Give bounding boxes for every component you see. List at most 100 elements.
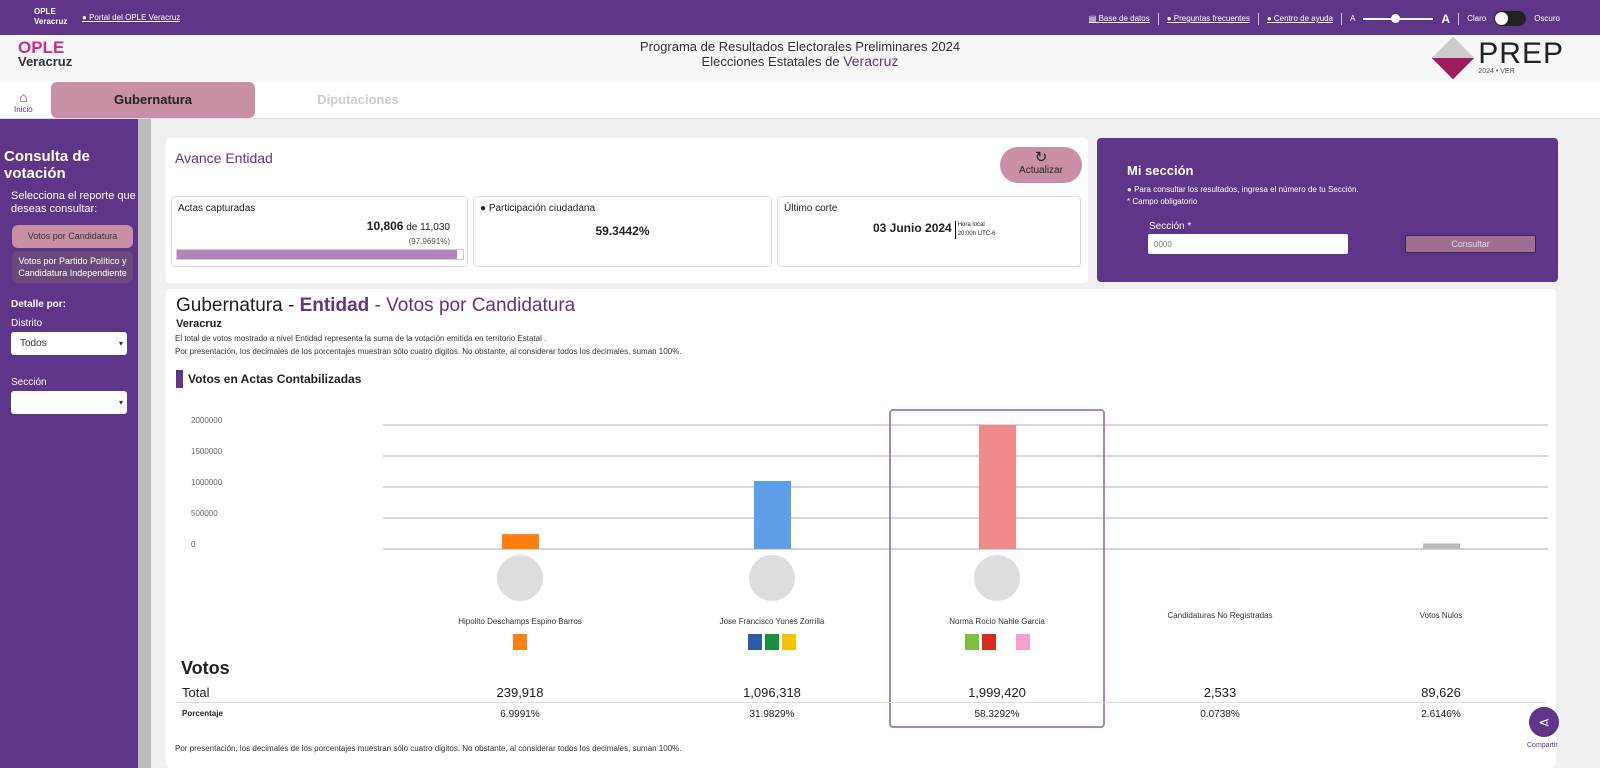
question-icon: ● xyxy=(480,203,487,214)
consultar-button[interactable]: Consultar xyxy=(1405,235,1536,253)
total-value: 2,533 xyxy=(1203,685,1237,700)
prep-diamond-icon xyxy=(1432,36,1475,79)
prep-state: VER xyxy=(1500,68,1515,75)
bar-0[interactable] xyxy=(502,534,539,549)
page-title: Programa de Resultados Electorales Preli… xyxy=(450,40,1150,69)
nav-bar: ⌂ Inicio Gubernatura Diputaciones xyxy=(0,81,1600,119)
corte-hora: 20:00h UTC-6 xyxy=(957,231,996,237)
title-b: Entidad xyxy=(299,295,370,316)
title-line2: Elecciones Estatales de xyxy=(701,54,840,69)
seccion-select[interactable] xyxy=(11,391,127,414)
party-logo-icon xyxy=(964,634,979,650)
y-tick-label: 0 xyxy=(191,540,196,549)
prep-year: 2024 xyxy=(1478,68,1494,75)
party-logo-icon xyxy=(981,634,996,650)
pct-value: 2.6146% xyxy=(1421,709,1461,720)
note-1: El total de votos mostrado a nivel Entid… xyxy=(175,334,547,343)
divider xyxy=(1341,12,1343,25)
database-icon: ▤ xyxy=(1088,14,1099,23)
home-icon: ⌂ xyxy=(19,89,28,105)
portal-link[interactable]: ● Portal del OPLE Veracruz xyxy=(82,13,180,22)
bar-4[interactable] xyxy=(1423,543,1460,549)
prep-logo: PREP 2024 • VER xyxy=(1432,36,1564,79)
report-votos-candidatura[interactable]: Votos por Candidatura xyxy=(12,225,133,248)
ople-logo[interactable]: OPLE Veracruz xyxy=(18,38,73,69)
candidate-name: Hipolito Deschamps Espino Barros xyxy=(458,617,582,626)
seccion-label: Sección xyxy=(11,377,47,388)
total-value: 239,918 xyxy=(496,685,544,700)
faq-link[interactable]: ● Preguntas frecuentes xyxy=(1167,14,1250,23)
distrito-label: Distrito xyxy=(11,318,43,329)
tab-diputaciones[interactable]: Diputaciones xyxy=(317,92,399,107)
top-bar: OPLE Veracruz ● Portal del OPLE Veracruz… xyxy=(0,0,1600,35)
candidate-name: Jose Francisco Yunes Zorrilla xyxy=(719,617,825,626)
question-icon: ● xyxy=(1127,185,1132,194)
font-small-label: A xyxy=(1350,14,1356,23)
home-button[interactable]: ⌂ Inicio xyxy=(14,89,33,114)
actas-value: 10,806 xyxy=(366,219,404,233)
title-line1: Programa de Resultados Electorales Preli… xyxy=(639,39,961,54)
ople-small-logo[interactable]: OPLE Veracruz xyxy=(34,7,68,26)
pct-value: 58.3292% xyxy=(974,709,1020,720)
theme-light-label: Claro xyxy=(1467,14,1487,23)
ople-logo-top: OPLE xyxy=(18,38,65,57)
participacion-label: Participación ciudadana xyxy=(488,203,596,214)
refresh-button[interactable]: ↻ Actualizar xyxy=(1000,147,1082,183)
help-label: Centro de ayuda xyxy=(1273,14,1334,23)
y-tick-label: 1500000 xyxy=(191,447,223,456)
sidebar-subtitle: Selecciona el reporte que deseas consult… xyxy=(11,190,136,215)
share-button[interactable]: ⋖ xyxy=(1529,707,1559,737)
help-link[interactable]: ● Centro de ayuda xyxy=(1267,14,1333,23)
required-note: * Campo obligatorio xyxy=(1127,197,1198,206)
candidate-photo xyxy=(497,555,543,601)
portal-link-label: Portal del OPLE Veracruz xyxy=(89,13,181,22)
candidate-name: Candidaturas No Registradas xyxy=(1167,611,1273,620)
actas-pct: (97.9691%) xyxy=(408,237,450,246)
candidate: Votos Nulos xyxy=(1341,611,1541,628)
results-card: Gubernatura - Entidad - Votos por Candid… xyxy=(166,289,1556,768)
mi-seccion-info: Para consultar los resultados, ingresa e… xyxy=(1134,185,1359,194)
seccion-input[interactable] xyxy=(1148,234,1348,254)
y-tick-label: 1000000 xyxy=(191,478,223,487)
theme-toggle[interactable] xyxy=(1494,11,1527,26)
bar-2[interactable] xyxy=(979,425,1016,549)
chart-title: Votos en Actas Contabilizadas xyxy=(176,370,361,388)
report-votos-partido[interactable]: Votos por Partido Político y Candidatura… xyxy=(12,251,133,283)
refresh-label: Actualizar xyxy=(1019,165,1063,176)
divider xyxy=(1257,12,1259,25)
font-size-slider[interactable] xyxy=(1363,13,1434,23)
slider-handle[interactable] xyxy=(1391,13,1401,23)
share-icon: ⋖ xyxy=(1538,714,1550,730)
sidebar: Consulta de votación Selecciona el repor… xyxy=(0,119,138,768)
home-label: Inicio xyxy=(14,105,33,114)
actas-progress-fill xyxy=(177,250,458,259)
divider xyxy=(1157,12,1159,25)
refresh-icon: ↻ xyxy=(1034,149,1048,166)
party-logo-icon xyxy=(513,634,527,650)
candidate-photo xyxy=(749,555,795,601)
ople-logo-bottom: Veracruz xyxy=(18,54,73,69)
tab-gubernatura[interactable]: Gubernatura xyxy=(51,82,255,118)
prep-word: PREP xyxy=(1478,37,1564,70)
candidate: Norma Rocio Nahle Garcia xyxy=(897,555,1097,650)
candidate: Hipolito Deschamps Espino Barros xyxy=(420,555,620,650)
theme-dark-label: Oscuro xyxy=(1534,14,1560,23)
results-title: Gubernatura - Entidad - Votos por Candid… xyxy=(176,295,575,317)
corte-label: Último corte xyxy=(784,203,838,214)
bar-1[interactable] xyxy=(754,481,791,549)
seccion-field-label: Sección * xyxy=(1149,221,1192,232)
pct-value: 0.0738% xyxy=(1200,709,1240,720)
font-large-label: A xyxy=(1441,11,1451,26)
database-link[interactable]: ▤ Base de datos xyxy=(1089,14,1150,23)
party-logo-icon xyxy=(998,634,1013,650)
party-logo-icon xyxy=(1015,634,1030,650)
candidate-photo xyxy=(974,555,1020,601)
avance-card: Avance Entidad ↻ Actualizar Actas captura… xyxy=(166,138,1088,283)
bar-3[interactable] xyxy=(1202,548,1239,549)
corte-box: Último corte 03 Junio 2024 Hora local 20:0… xyxy=(777,196,1081,267)
scrollbar[interactable] xyxy=(138,119,151,768)
actas-box: Actas capturadas 10,806 de 11,030 (97.96… xyxy=(171,196,468,267)
total-row: Total 239,918 1,096,318 1,999,420 2,533 89,62… xyxy=(176,685,1546,703)
distrito-select[interactable]: Todos xyxy=(11,332,127,355)
footer-note: Por presentación, los decimales de los p… xyxy=(175,744,682,753)
